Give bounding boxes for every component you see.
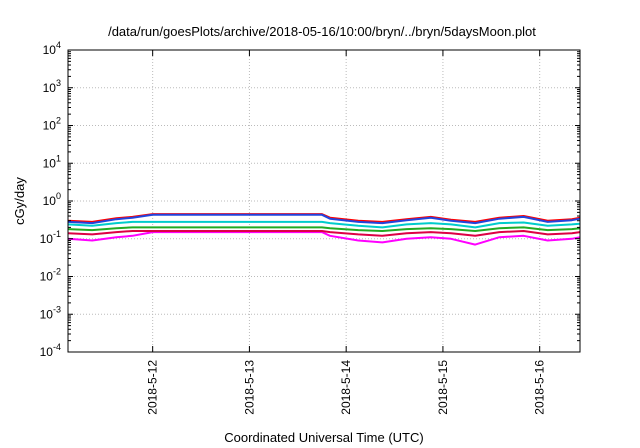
series-line-3 bbox=[67, 226, 581, 232]
series-group bbox=[67, 213, 581, 246]
y-axis-label: cGy/day bbox=[12, 177, 27, 225]
chart-title: /data/run/goesPlots/archive/2018-05-16/1… bbox=[108, 24, 536, 39]
x-tick-label: 2018-5-12 bbox=[146, 360, 160, 415]
y-tick-label: 10-1 bbox=[40, 229, 61, 246]
series-line-6 bbox=[67, 213, 581, 225]
x-tick-label: 2018-5-14 bbox=[339, 360, 353, 415]
y-tick-label: 100 bbox=[43, 191, 61, 208]
y-tick-label: 10-2 bbox=[40, 267, 61, 284]
series-line-1 bbox=[67, 231, 581, 246]
x-tick-label: 2018-5-13 bbox=[242, 360, 256, 415]
grid bbox=[68, 50, 580, 352]
y-tick-label: 10-4 bbox=[40, 342, 61, 359]
x-axis-label: Coordinated Universal Time (UTC) bbox=[224, 430, 423, 445]
series-line-4 bbox=[67, 220, 581, 229]
x-tick-label: 2018-5-16 bbox=[533, 360, 547, 415]
y-tick-label: 102 bbox=[43, 116, 61, 133]
series-line-2 bbox=[67, 230, 581, 237]
y-axis: 10-4 10-3 10-2 10-1 100 101 102 103 104 bbox=[40, 40, 580, 359]
y-tick-label: 101 bbox=[43, 153, 61, 170]
y-tick-label: 103 bbox=[43, 78, 61, 95]
x-tick-label: 2018-5-15 bbox=[436, 360, 450, 415]
y-tick-label: 10-3 bbox=[40, 304, 61, 321]
y-tick-label: 104 bbox=[43, 40, 61, 57]
x-axis: 2018-5-12 2018-5-13 2018-5-14 2018-5-15 2018… bbox=[146, 50, 547, 415]
